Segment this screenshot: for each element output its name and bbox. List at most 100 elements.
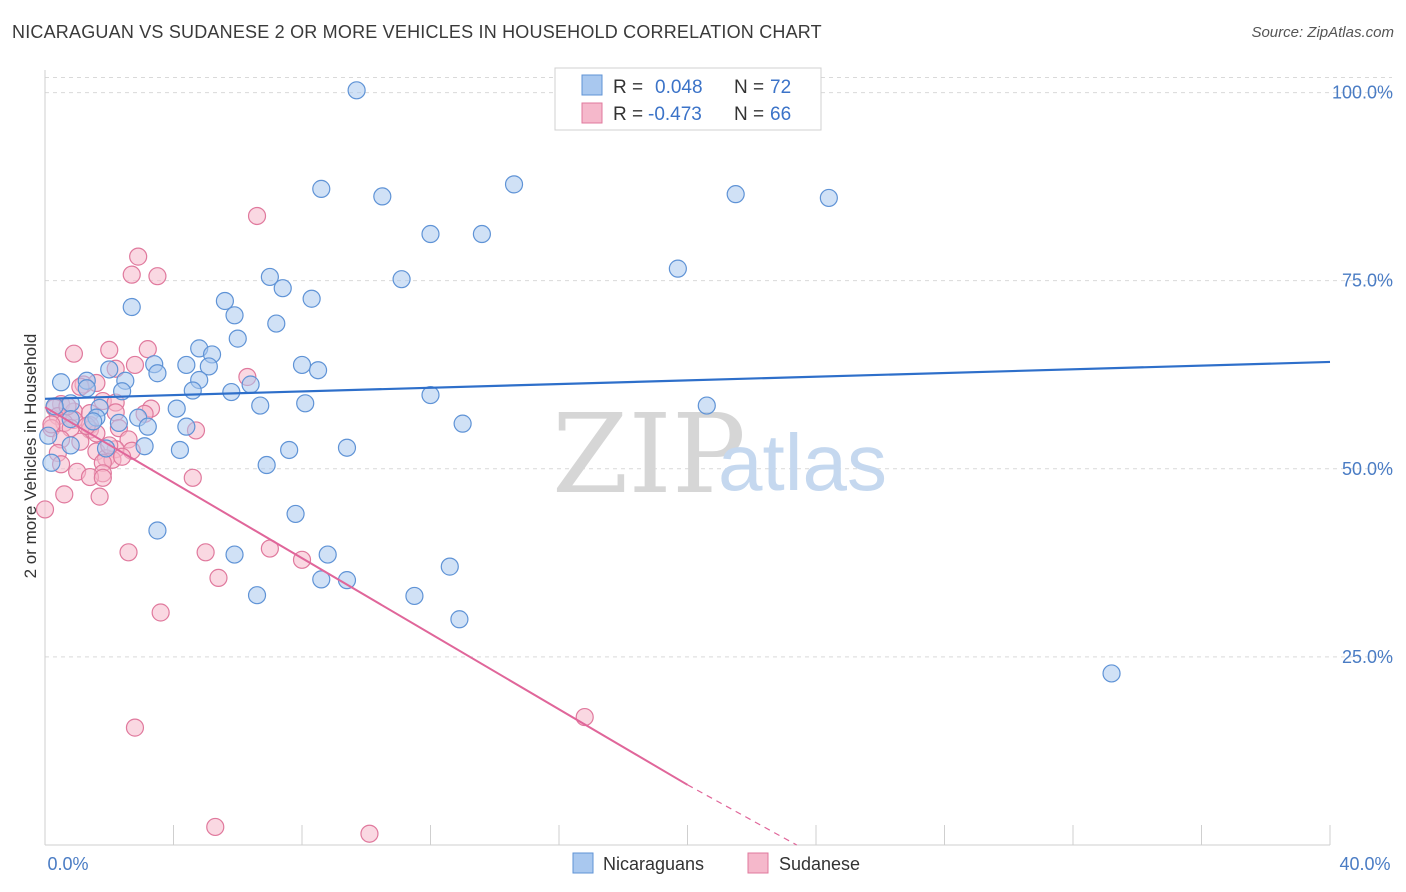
nicaraguan-point	[273, 279, 292, 298]
nicaraguan-point	[183, 381, 202, 400]
y-tick-labels: 25.0% 50.0% 75.0% 100.0%	[1332, 83, 1393, 667]
sudanese-point	[575, 707, 594, 727]
nicaraguan-point	[138, 417, 157, 436]
nicaraguan-point	[697, 396, 716, 415]
legend-r-value-2: -0.473	[648, 104, 702, 125]
nicaraguan-point	[286, 504, 305, 524]
chart-title: NICARAGUAN VS SUDANESE 2 OR MORE VEHICLE…	[12, 22, 822, 42]
legend-n-value-2: 66	[770, 104, 791, 125]
nicaraguan-point	[819, 188, 838, 208]
legend-r-label-2: R =	[613, 104, 643, 125]
nicaraguan-point	[347, 81, 366, 100]
nicaraguan-point	[135, 437, 154, 456]
nicaraguan-point	[1102, 664, 1121, 683]
watermark: ZIP atlas	[552, 390, 887, 518]
bottom-legend-nicaraguans: Nicaraguans	[603, 854, 704, 874]
sudanese-point	[119, 543, 138, 562]
sudanese-point	[360, 824, 379, 843]
nicaraguan-point	[100, 360, 119, 379]
nicaraguan-point	[392, 270, 411, 289]
nicaraguan-point	[228, 329, 247, 348]
legend-r-value-1: 0.048	[655, 77, 703, 98]
nicaraguan-point	[122, 297, 141, 317]
nicaraguan-points	[39, 81, 1121, 683]
bottom-legend-swatch-sudanese	[747, 852, 769, 874]
watermark-zip: ZIP	[552, 390, 746, 518]
nicaraguan-point	[61, 436, 80, 455]
series-legend: Nicaraguans Sudanese	[572, 852, 860, 874]
sudanese-point	[206, 817, 225, 837]
watermark-atlas: atlas	[718, 418, 887, 507]
nicaraguan-point	[241, 375, 260, 394]
nicaraguan-point	[148, 521, 167, 540]
nicaraguan-point	[170, 440, 190, 460]
nicaraguan-point	[177, 417, 196, 436]
nicaraguan-point	[405, 586, 424, 606]
sudanese-point	[125, 355, 145, 375]
bottom-legend-swatch-nicaraguans	[572, 852, 594, 874]
nicaraguan-trendline	[44, 360, 1331, 400]
y-tick-label: 25.0%	[1342, 647, 1393, 667]
nicaraguan-point	[84, 412, 103, 431]
sudanese-point	[55, 485, 74, 504]
sudanese-point	[90, 487, 109, 506]
nicaraguan-point	[225, 545, 244, 564]
sudanese-point	[35, 500, 55, 519]
sudanese-point	[125, 718, 145, 737]
legend-n-label-1: N =	[734, 77, 764, 98]
nicaraguan-point	[260, 267, 279, 287]
stats-legend: R = 0.048 N = 72 R = -0.473 N = 66	[554, 67, 822, 131]
nicaraguan-point	[148, 364, 167, 383]
nicaraguan-point	[77, 379, 96, 398]
nicaraguan-point	[51, 373, 71, 392]
nicaraguan-point	[215, 291, 234, 311]
sudanese-point	[209, 568, 228, 587]
nicaraguan-point	[440, 557, 459, 576]
source-label: Source: ZipAtlas.com	[1251, 24, 1394, 41]
legend-n-value-1: 72	[770, 77, 791, 98]
y-axis-label: 2 or more Vehicles in Household	[21, 334, 40, 579]
nicaraguan-point	[450, 610, 469, 629]
x-tick-label: 40.0%	[1339, 854, 1390, 874]
sudanese-point	[247, 206, 267, 226]
sudanese-point	[93, 468, 112, 487]
nicaraguan-point	[280, 440, 299, 460]
nicaraguan-point	[337, 438, 357, 457]
legend-swatch-nicaraguans	[581, 74, 603, 96]
nicaraguan-point	[199, 357, 218, 376]
nicaraguan-point	[61, 410, 80, 429]
y-tick-label: 100.0%	[1332, 83, 1393, 103]
nicaraguan-point	[504, 175, 524, 194]
nicaraguan-point	[167, 399, 186, 418]
nicaraguan-point	[257, 455, 276, 475]
sudanese-point	[122, 265, 141, 284]
sudanese-point	[138, 340, 157, 359]
nicaraguan-point	[308, 361, 328, 380]
nicaraguan-point	[472, 224, 491, 244]
nicaraguan-point	[312, 179, 331, 198]
y-tick-label: 75.0%	[1342, 271, 1393, 291]
sudanese-point	[196, 543, 215, 562]
sudanese-point	[183, 468, 202, 487]
nicaraguan-point	[373, 187, 392, 206]
nicaraguan-point	[318, 545, 337, 564]
nicaraguan-point	[668, 259, 687, 278]
nicaraguan-point	[225, 306, 244, 325]
nicaraguan-point	[109, 413, 128, 432]
nicaraguan-point	[726, 185, 745, 204]
nicaraguan-point	[42, 453, 61, 472]
nicaraguan-point	[222, 382, 241, 402]
nicaraguan-point	[302, 289, 321, 308]
bottom-legend-sudanese: Sudanese	[779, 854, 860, 874]
x-tick-label: 0.0%	[47, 854, 88, 874]
grid-lines	[45, 77, 1392, 658]
sudanese-trendline	[687, 784, 798, 846]
nicaraguan-point	[292, 355, 312, 375]
nicaraguan-point	[312, 570, 331, 589]
nicaraguan-point	[251, 396, 270, 415]
nicaraguan-point	[421, 385, 440, 405]
nicaraguan-point	[296, 394, 315, 413]
x-tick-labels: 0.0% 40.0%	[47, 854, 1390, 874]
sudanese-point	[151, 603, 170, 622]
